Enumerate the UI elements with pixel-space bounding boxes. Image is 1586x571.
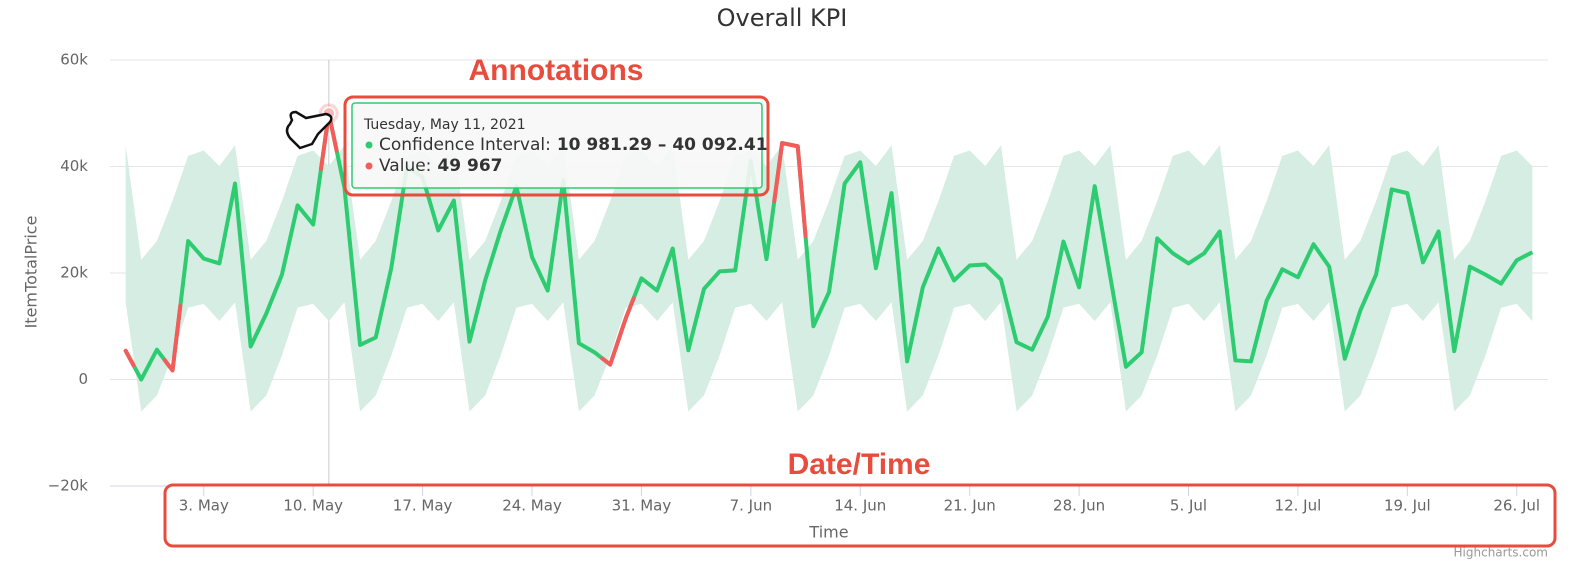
outlier-segment	[787, 142, 808, 239]
y-tick-label: 40k	[60, 157, 88, 175]
tooltip-range-text: 10 981.29 – 40 092.41	[557, 135, 768, 155]
y-tick-label: 0	[78, 370, 88, 388]
x-tick-label: 21. Jun	[944, 497, 996, 515]
x-tick-label: 26. Jul	[1493, 497, 1540, 515]
tooltip-range-name: Confidence Interval:	[379, 135, 551, 155]
x-axis-title: Time	[808, 523, 848, 542]
x-tick-label: 12. Jul	[1275, 497, 1322, 515]
tooltip-value: Value: 49 967	[379, 156, 502, 176]
tooltip-range: Confidence Interval: 10 981.29 – 40 092.4…	[379, 135, 768, 155]
x-tick-label: 10. May	[283, 497, 343, 515]
credits[interactable]: Highcharts.com	[1454, 546, 1548, 560]
x-tick-label: 28. Jun	[1053, 497, 1105, 515]
tooltip-value-name: Value:	[379, 156, 431, 176]
y-tick-label: 20k	[60, 264, 88, 282]
annotation-label: Date/Time	[788, 448, 931, 481]
outlier-segment	[615, 296, 636, 344]
outlier-segment	[123, 348, 136, 368]
annotation-box	[343, 95, 770, 197]
x-tick-label: 5. Jul	[1170, 497, 1207, 515]
overlay: Tuesday, May 11, 2021 Confidence Interva…	[163, 54, 1557, 548]
tooltip-value-text: 49 967	[437, 156, 502, 176]
annotation-box	[163, 483, 1557, 548]
chart-title: Overall KPI	[717, 4, 848, 32]
value-line	[123, 111, 1534, 382]
x-tick-label: 31. May	[612, 497, 672, 515]
outlier-segment	[772, 141, 792, 204]
y-tick-label: −20k	[48, 477, 89, 495]
outlier-segment	[600, 339, 620, 367]
x-tick-label: 3. May	[179, 497, 229, 515]
tooltip-box	[351, 102, 763, 189]
x-tick-label: 7. Jun	[730, 497, 773, 515]
tooltip-header: Tuesday, May 11, 2021	[363, 117, 526, 133]
outlier-segment	[162, 303, 183, 373]
annotation-label: Annotations	[469, 54, 644, 87]
tooltip-dot	[365, 141, 373, 149]
y-tick-label: 60k	[60, 51, 88, 69]
y-axis-title: ItemTotalPrice	[22, 216, 41, 329]
cursor-hand	[285, 110, 333, 150]
plot-area: 60k 40k 20k 0 −20k 3. May 10. May 17. May 24. Ma…	[48, 51, 1548, 515]
tooltip-dot	[365, 162, 373, 170]
x-tick-label: 17. May	[393, 497, 453, 515]
x-tick-label: 19. Jul	[1384, 497, 1431, 515]
x-tick-label: 24. May	[502, 497, 562, 515]
x-tick-label: 14. Jun	[834, 497, 886, 515]
